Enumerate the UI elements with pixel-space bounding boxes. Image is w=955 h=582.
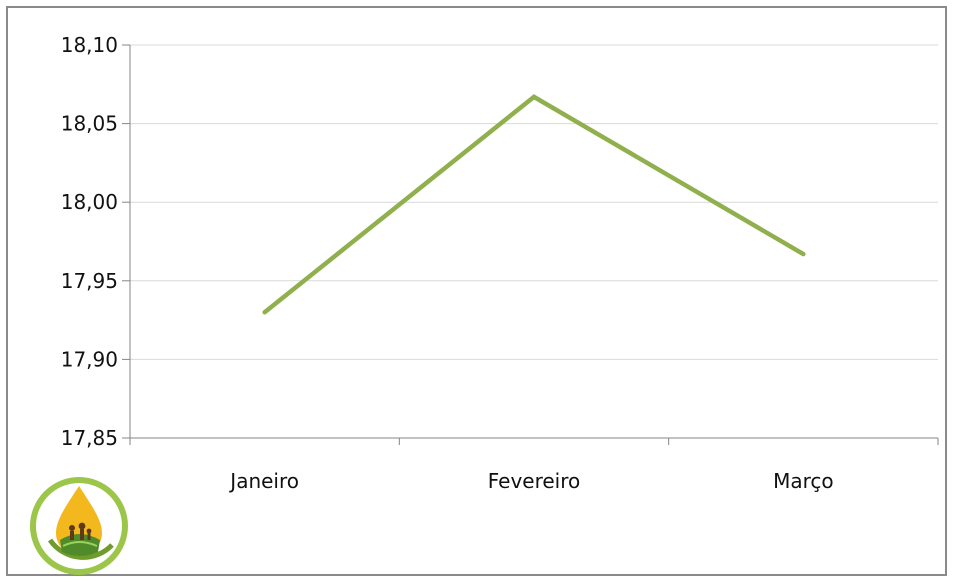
y-tick-label: 17,85 <box>61 426 118 450</box>
y-tick-label: 17,90 <box>61 347 118 371</box>
chart-frame <box>6 6 947 576</box>
oil-drop-family-logo <box>30 477 128 575</box>
series-line <box>262 94 806 315</box>
x-category-label: Março <box>773 469 834 493</box>
y-tick-label: 17,95 <box>61 269 118 293</box>
y-tick-label: 18,05 <box>61 112 118 136</box>
x-category-label: Fevereiro <box>488 469 581 493</box>
x-category-label: Janeiro <box>228 469 299 493</box>
y-tick-label: 18,10 <box>61 33 118 57</box>
y-tick-label: 18,00 <box>61 190 118 214</box>
